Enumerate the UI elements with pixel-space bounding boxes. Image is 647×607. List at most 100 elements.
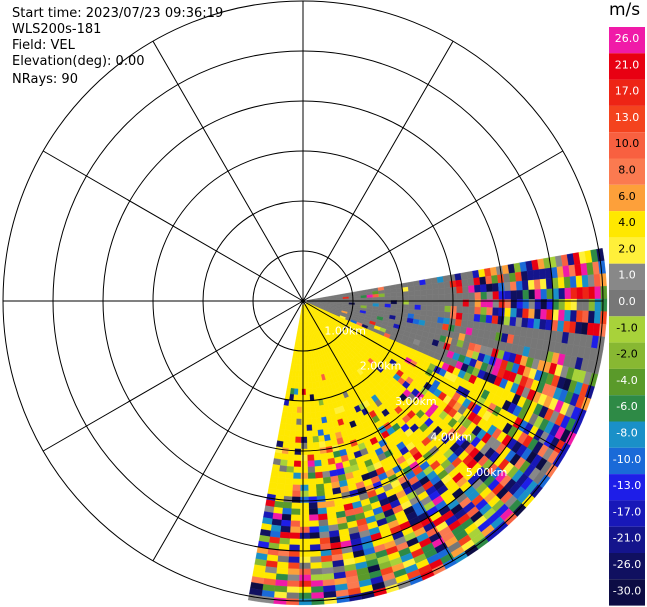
velocity-cell bbox=[396, 295, 404, 301]
velocity-cell bbox=[396, 287, 403, 293]
velocity-cell bbox=[473, 277, 481, 286]
velocity-cell bbox=[304, 370, 309, 378]
velocity-cell bbox=[288, 442, 296, 449]
velocity-cell bbox=[299, 568, 311, 576]
velocity-cell bbox=[276, 567, 289, 575]
velocity-cell bbox=[305, 382, 310, 390]
velocity-cell bbox=[316, 423, 324, 431]
instrument-label: WLS200s-181 bbox=[12, 22, 102, 37]
colorbar-swatch bbox=[609, 237, 645, 264]
velocity-cell bbox=[497, 274, 505, 284]
velocity-cell bbox=[305, 406, 311, 414]
velocity-cell bbox=[300, 472, 309, 480]
velocity-cell bbox=[401, 286, 409, 293]
velocity-cell bbox=[448, 318, 457, 326]
velocity-cell bbox=[278, 465, 287, 473]
velocity-cell bbox=[300, 430, 307, 438]
velocity-cell bbox=[281, 513, 292, 521]
velocity-cell bbox=[300, 478, 309, 486]
velocity-cell bbox=[313, 393, 319, 401]
velocity-cell bbox=[293, 454, 302, 462]
velocity-cell bbox=[276, 483, 286, 491]
velocity-cell bbox=[426, 294, 434, 301]
velocity-cell bbox=[437, 282, 445, 289]
velocity-cell bbox=[286, 466, 294, 473]
velocity-cell bbox=[275, 573, 288, 581]
velocity-cell bbox=[438, 305, 446, 313]
velocity-cell bbox=[533, 279, 541, 290]
velocity-cell bbox=[306, 442, 314, 450]
colorbar-swatch bbox=[609, 579, 645, 606]
velocity-cell bbox=[323, 434, 331, 442]
velocity-cell bbox=[443, 281, 451, 289]
velocity-cell bbox=[474, 284, 481, 293]
velocity-cell bbox=[448, 274, 456, 282]
velocity-cell bbox=[309, 556, 322, 564]
range-grid bbox=[2, 0, 604, 602]
velocity-cell bbox=[306, 436, 314, 444]
colorbar-tick-label: -26.0 bbox=[613, 558, 641, 571]
velocity-cell bbox=[420, 304, 428, 311]
velocity-cell bbox=[317, 429, 324, 437]
velocity-cell bbox=[461, 278, 469, 287]
velocity-cell bbox=[285, 387, 291, 395]
velocity-cell bbox=[314, 405, 321, 413]
velocity-cell bbox=[277, 555, 289, 563]
velocity-cell bbox=[437, 316, 445, 324]
velocity-cell bbox=[402, 295, 410, 301]
velocity-cell bbox=[443, 311, 451, 319]
velocity-cell bbox=[298, 586, 312, 594]
velocity-cell bbox=[297, 388, 302, 396]
velocity-cell bbox=[315, 483, 325, 491]
velocity-cell bbox=[430, 277, 438, 284]
velocity-cell bbox=[442, 275, 450, 283]
velocity-cell bbox=[486, 283, 493, 293]
velocity-cell bbox=[563, 276, 571, 289]
velocity-cell bbox=[515, 317, 523, 328]
velocity-cell bbox=[466, 320, 474, 329]
velocity-cell bbox=[273, 591, 287, 599]
velocity-cell bbox=[564, 287, 572, 300]
velocity-cell bbox=[419, 279, 427, 286]
velocity-cell bbox=[486, 307, 494, 316]
velocity-cell bbox=[402, 304, 410, 310]
velocity-cell bbox=[275, 488, 285, 497]
velocity-cell bbox=[284, 483, 293, 491]
velocity-cell bbox=[461, 313, 469, 321]
velocity-cell bbox=[321, 464, 330, 473]
velocity-cell bbox=[283, 435, 290, 443]
velocity-cell bbox=[281, 410, 288, 419]
velocity-cell bbox=[503, 316, 511, 326]
velocity-cell bbox=[366, 294, 374, 299]
velocity-cell bbox=[279, 459, 288, 467]
velocity-cell bbox=[510, 308, 518, 318]
velocity-cell bbox=[462, 285, 469, 294]
velocity-cell bbox=[420, 289, 428, 296]
velocity-cell bbox=[514, 271, 523, 282]
velocity-cell bbox=[534, 308, 542, 320]
velocity-cell bbox=[407, 286, 415, 292]
velocity-cell bbox=[509, 316, 517, 327]
velocity-cell bbox=[310, 568, 323, 576]
colorbar-swatch bbox=[609, 184, 645, 212]
velocity-cell bbox=[322, 428, 330, 436]
velocity-cell bbox=[515, 280, 523, 291]
colorbar-tick-label: 1.0 bbox=[618, 269, 636, 282]
velocity-cell bbox=[522, 289, 530, 300]
velocity-cell bbox=[492, 283, 499, 292]
range-label: 3.00km bbox=[395, 395, 437, 408]
colorbar-swatch bbox=[609, 79, 645, 106]
velocity-cell bbox=[280, 519, 291, 527]
velocity-cell bbox=[317, 507, 328, 515]
velocity-cell bbox=[291, 502, 301, 510]
colorbar-tick-label: 4.0 bbox=[618, 216, 636, 229]
colorbar-tick-label: 6.0 bbox=[618, 190, 636, 203]
velocity-cell bbox=[390, 296, 398, 301]
velocity-cell bbox=[288, 436, 296, 443]
colorbar-swatch bbox=[609, 316, 645, 343]
colorbar-swatch bbox=[609, 342, 645, 369]
velocity-cell bbox=[321, 567, 334, 575]
velocity-cell bbox=[290, 424, 297, 431]
velocity-cell bbox=[304, 376, 309, 384]
velocity-cell bbox=[444, 293, 452, 301]
